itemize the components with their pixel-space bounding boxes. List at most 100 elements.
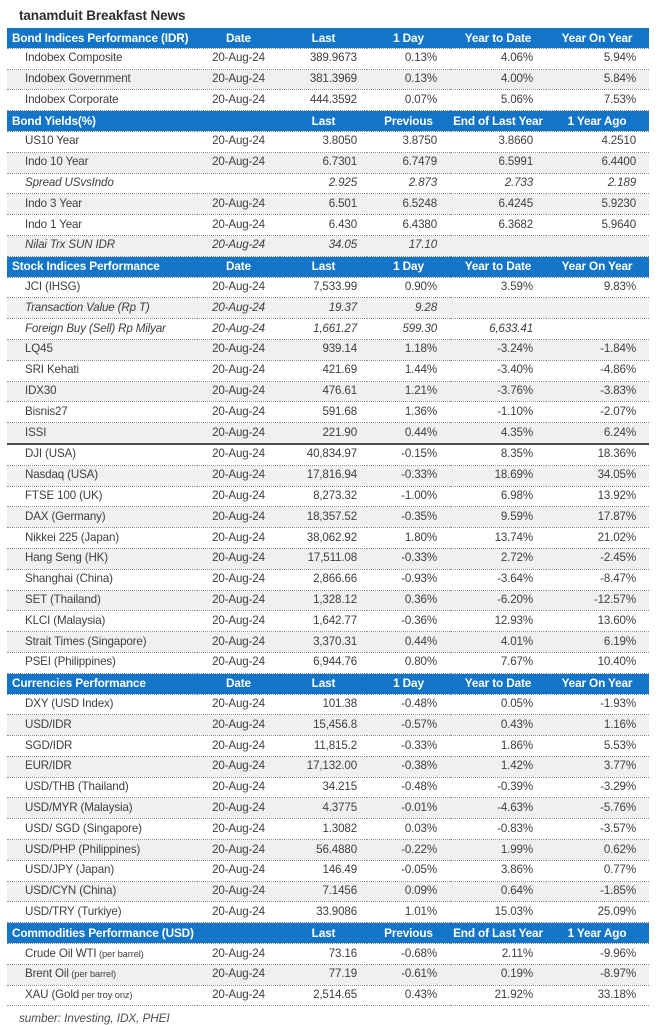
cell-value: 1.86% [450, 735, 546, 757]
cell-value: 33.18% [546, 985, 649, 1007]
cell-value: -5.76% [546, 797, 649, 820]
cell-value: 1,661.27 [280, 318, 367, 340]
table-row: IDX30 20-Aug-24 476.61 1.21% -3.76% -3.83% [7, 381, 649, 403]
cell-value: 5.53% [546, 735, 649, 757]
cell-value: -0.48% [367, 777, 450, 799]
cell-value: 1.99% [450, 839, 546, 861]
row-label: Indo 1 Year [7, 214, 197, 236]
cell-value: 0.44% [367, 631, 450, 653]
column-header: Last [280, 28, 367, 49]
cell-date: 20-Aug-24 [197, 797, 280, 820]
cell-date: 20-Aug-24 [197, 714, 280, 737]
cell-value: 18.36% [546, 443, 649, 466]
cell-value: 56.4880 [280, 839, 367, 861]
table-row: PSEI (Philippines) 20-Aug-24 6,944.76 0.80%… [7, 652, 649, 674]
section-title: Bond Indices Performance (IDR) [7, 28, 197, 49]
cell-value: 221.90 [280, 422, 367, 445]
section-header-row: Bond Indices Performance (IDR) Date Last 1 … [7, 28, 649, 49]
row-label: Indo 3 Year [7, 193, 197, 216]
cell-value: 77.19 [280, 964, 367, 986]
cell-date: 20-Aug-24 [197, 89, 280, 112]
cell-value: 1.18% [367, 339, 450, 361]
cell-value: 3.59% [450, 277, 546, 299]
cell-date: 20-Aug-24 [197, 443, 280, 466]
cell-date: 20-Aug-24 [197, 48, 280, 70]
table-row: USD/THB (Thailand) 20-Aug-24 34.215 -0.48% -… [7, 777, 649, 799]
cell-value: -0.61% [367, 964, 450, 986]
cell-value: 13.74% [450, 527, 546, 549]
cell-value: 2.733 [450, 173, 546, 195]
cell-value: 2.11% [450, 943, 546, 965]
cell-value: 389.9673 [280, 48, 367, 70]
cell-value: -2.07% [546, 401, 649, 424]
cell-value: 17,816.94 [280, 465, 367, 487]
cell-value: 939.14 [280, 339, 367, 361]
cell-value: 34.215 [280, 777, 367, 799]
cell-value: -0.22% [367, 839, 450, 861]
table-row: US10 Year 20-Aug-24 3.8050 3.8750 3.8660 4.25… [7, 131, 649, 153]
cell-value: 2,866.66 [280, 569, 367, 591]
cell-value: 9.59% [450, 506, 546, 529]
column-header: Year On Year [546, 256, 649, 278]
cell-date [197, 173, 280, 195]
cell-value: 6.430 [280, 214, 367, 236]
cell-value: -4.63% [450, 797, 546, 820]
row-label: Nasdaq (USA) [7, 465, 197, 487]
cell-value: 0.07% [367, 89, 450, 112]
cell-value: -8.97% [546, 964, 649, 986]
cell-value: 15.03% [450, 901, 546, 924]
cell-value: 5.94% [546, 48, 649, 70]
column-header: 1 Year Ago [546, 110, 649, 132]
cell-value: 6.19% [546, 631, 649, 653]
cell-value: 21.92% [450, 985, 546, 1007]
cell-value: 25.09% [546, 901, 649, 924]
cell-value [546, 318, 649, 340]
cell-value: 3,370.31 [280, 631, 367, 653]
cell-value: -1.93% [546, 694, 649, 716]
section-header-row: Currencies Performance Date Last 1 Day Year … [7, 673, 649, 695]
row-label: Shanghai (China) [7, 569, 197, 591]
cell-date: 20-Aug-24 [197, 277, 280, 299]
row-label-small: (per barrel) [96, 948, 144, 959]
table-row: Indobex Government 20-Aug-24 381.3969 0.13%… [7, 69, 649, 91]
cell-value: 0.05% [450, 694, 546, 716]
cell-value: 6.5248 [367, 193, 450, 216]
table-row: SRI Kehati 20-Aug-24 421.69 1.44% -3.40% -4.8… [7, 360, 649, 382]
cell-value: 0.36% [367, 590, 450, 612]
cell-value: 9.83% [546, 277, 649, 299]
cell-date: 20-Aug-24 [197, 548, 280, 570]
cell-value: -0.36% [367, 610, 450, 633]
cell-value: 0.64% [450, 881, 546, 903]
row-label: USD/PHP (Philippines) [7, 839, 197, 861]
cell-value: 6,633.41 [450, 318, 546, 340]
table-row: LQ45 20-Aug-24 939.14 1.18% -3.24% -1.84% [7, 339, 649, 361]
cell-date: 20-Aug-24 [197, 465, 280, 487]
row-label: FTSE 100 (UK) [7, 486, 197, 508]
cell-value: 7,533.99 [280, 277, 367, 299]
cell-value: -0.15% [367, 443, 450, 466]
table-row: USD/PHP (Philippines) 20-Aug-24 56.4880 -0.… [7, 839, 649, 861]
cell-date: 20-Aug-24 [197, 506, 280, 529]
cell-date: 20-Aug-24 [197, 401, 280, 424]
cell-value: 11,815.2 [280, 735, 367, 757]
cell-value: -0.38% [367, 756, 450, 778]
cell-value: 7.1456 [280, 881, 367, 903]
cell-value: 6.24% [546, 422, 649, 445]
cell-value: 1,328.12 [280, 590, 367, 612]
column-header: End of Last Year [450, 922, 546, 945]
cell-value: -0.57% [367, 714, 450, 737]
cell-value: 0.44% [367, 422, 450, 445]
column-header: Last [280, 110, 367, 132]
row-label: LQ45 [7, 339, 197, 361]
table-row: Spread USvsIndo 2.925 2.873 2.733 2.189 [7, 173, 649, 195]
cell-value: -3.76% [450, 381, 546, 403]
cell-value: 4.35% [450, 422, 546, 445]
column-header: Year to Date [450, 256, 546, 278]
cell-value: 6.4380 [367, 214, 450, 236]
row-label: Nilai Trx SUN IDR [7, 235, 197, 257]
row-label: KLCI (Malaysia) [7, 610, 197, 633]
cell-value: 6.7301 [280, 152, 367, 174]
table-row: Hang Seng (HK) 20-Aug-24 17,511.08 -0.33% 2.… [7, 548, 649, 570]
cell-value: 3.8660 [450, 131, 546, 153]
section-title: Commodities Performance (USD) [7, 922, 197, 945]
